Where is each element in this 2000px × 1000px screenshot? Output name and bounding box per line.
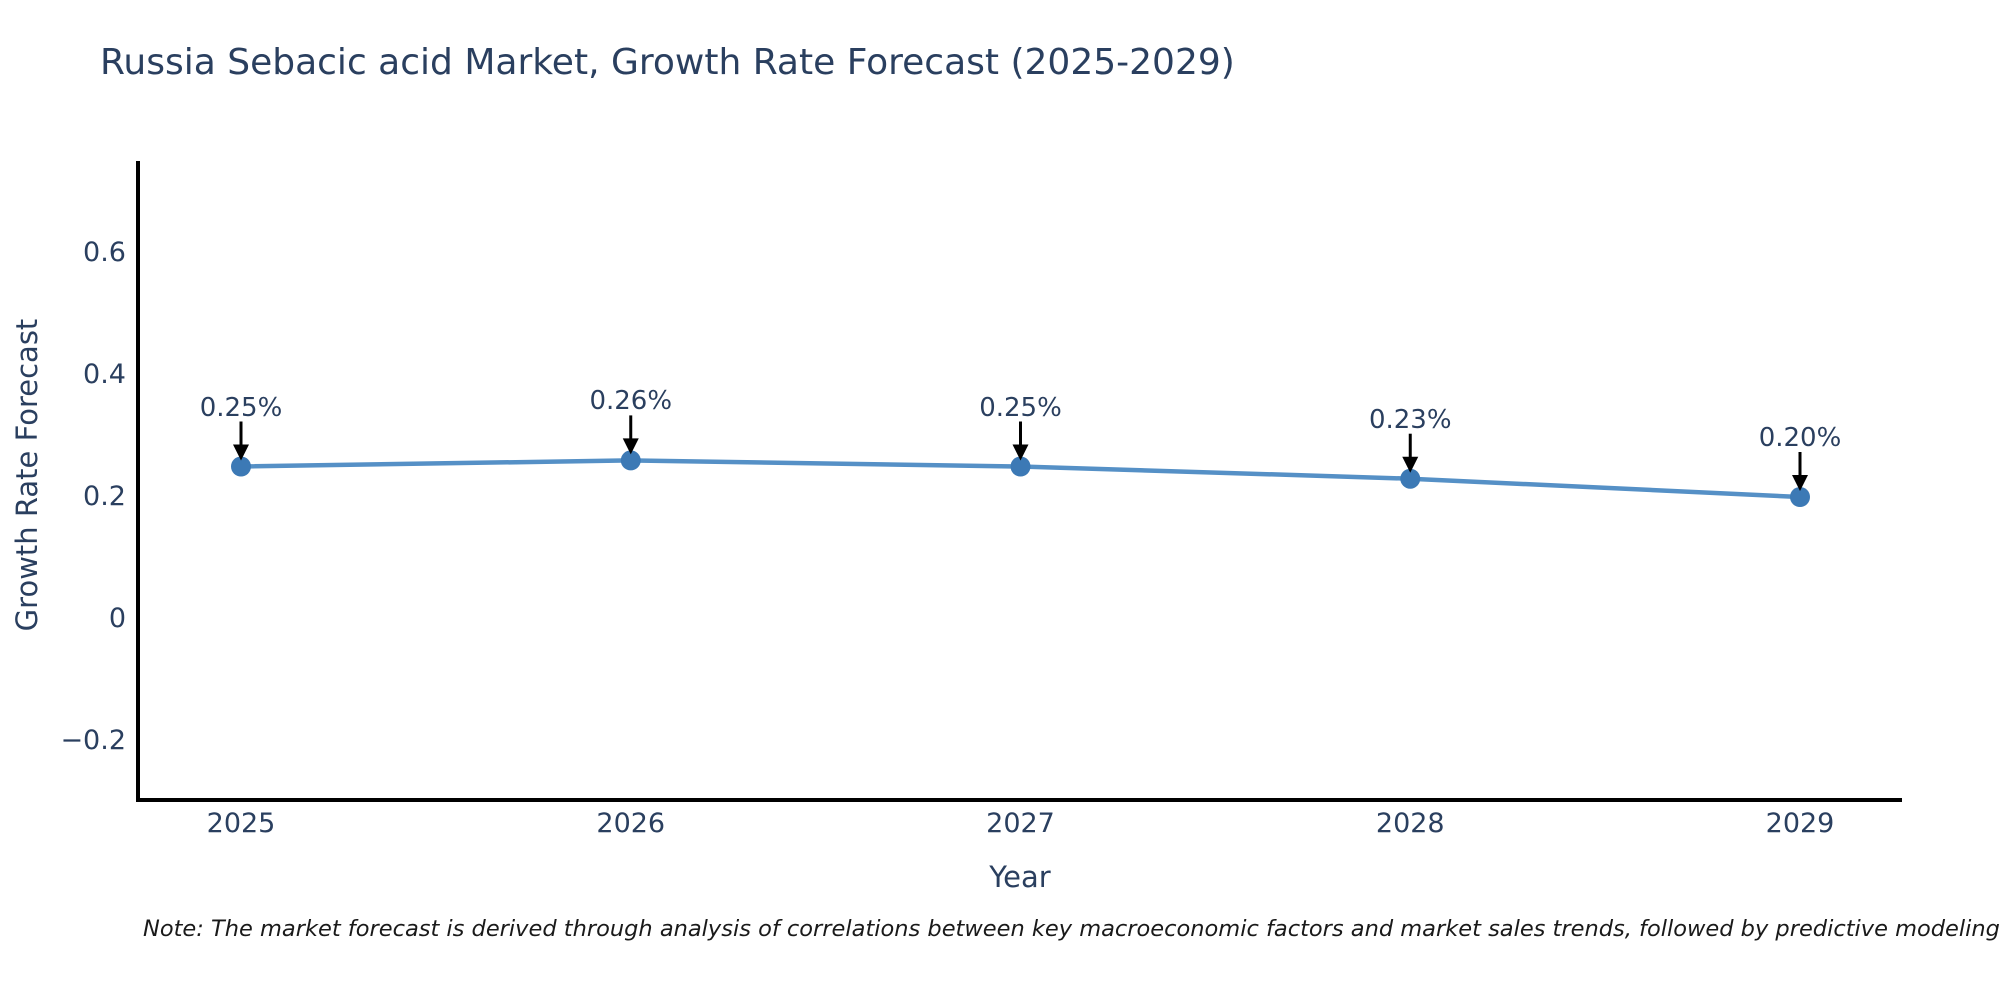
data-point-marker [231,456,251,477]
x-tick-label: 2026 [596,808,666,839]
x-tick-label: 2029 [1765,808,1835,839]
y-tick-label: 0.4 [83,359,126,390]
data-point-marker [620,450,641,471]
data-point-marker [1400,468,1421,489]
y-tick-label: 0 [108,603,126,634]
data-point-marker [1790,487,1810,507]
axis-lines [136,161,1902,802]
y-tick-label: 0.6 [83,237,126,268]
x-tick-label: 2027 [986,808,1055,839]
point-annotation: 0.25% [979,392,1062,423]
annotation-arrowhead [233,444,249,461]
x-tick-label: 2028 [1375,808,1445,839]
annotation-arrowhead [1012,444,1029,461]
point-annotation: 0.25% [199,392,283,423]
annotation-arrowhead [1792,475,1808,491]
data-point-marker [1010,456,1031,477]
x-axis-title: Year [989,860,1051,894]
point-annotation: 0.26% [589,386,673,417]
point-annotation: 0.23% [1368,404,1452,435]
y-axis-title: Growth Rate Forecast [10,318,44,632]
annotation-arrowhead [1402,456,1419,473]
y-tick-label: 0.2 [83,481,126,512]
y-tick-label: −0.2 [60,725,126,756]
chart-title: Russia Sebacic acid Market, Growth Rate … [100,42,1235,83]
x-tick-label: 2025 [206,808,276,839]
point-annotation: 0.20% [1758,423,1842,453]
annotation-arrowhead [622,438,639,455]
footnote: Note: The market forecast is derived thr… [143,916,2000,942]
